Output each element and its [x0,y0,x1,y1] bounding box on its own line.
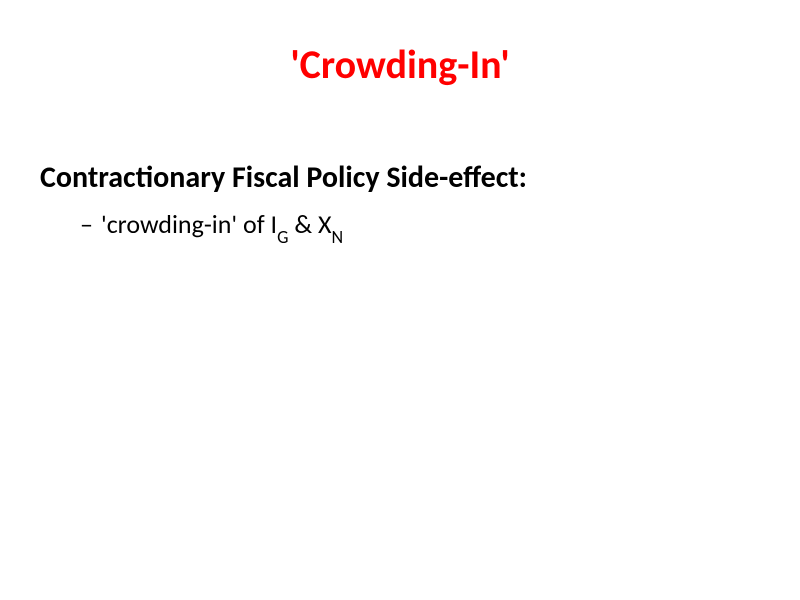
slide-subheading: Contractionary Fiscal Policy Side-effect… [40,159,760,196]
bullet-part-1: 'crowding-in' of I [101,208,277,240]
subscript-2: N [331,226,343,248]
slide-container: 'Crowding-In' Contractionary Fiscal Poli… [0,0,800,600]
slide-title: 'Crowding-In' [40,40,760,89]
bullet-text: 'crowding-in' of IG & XN [101,208,343,244]
bullet-item: – 'crowding-in' of IG & XN [40,208,760,244]
subscript-1: G [277,226,288,248]
bullet-part-2: & X [288,208,331,240]
bullet-dash: – [80,208,93,240]
